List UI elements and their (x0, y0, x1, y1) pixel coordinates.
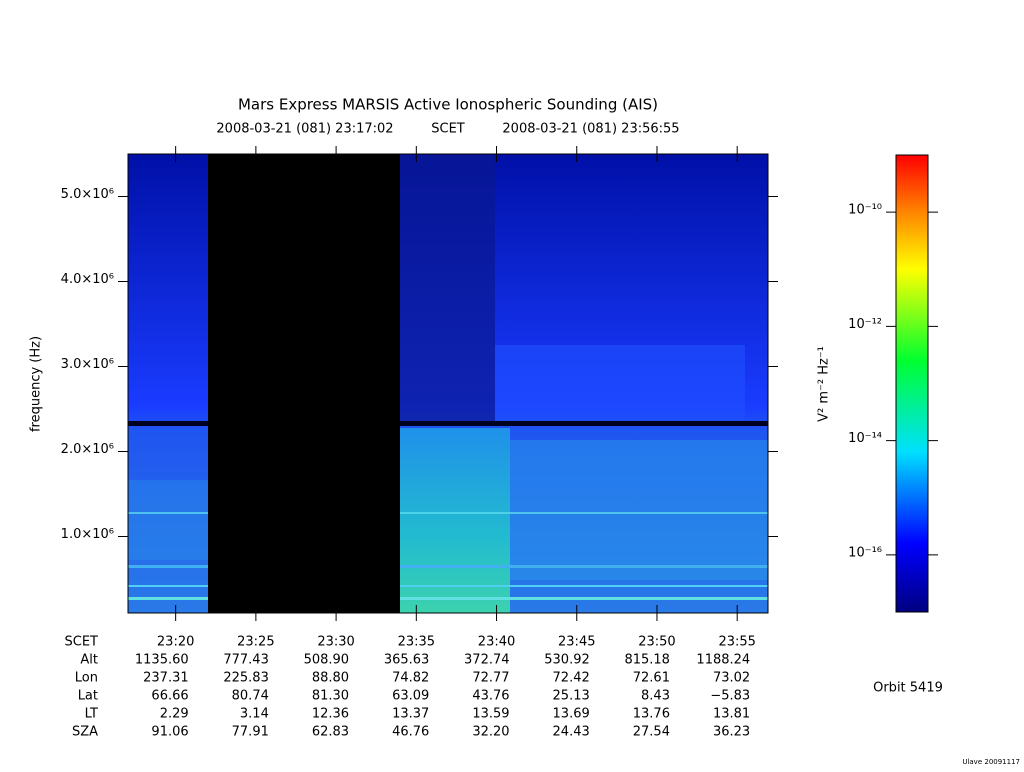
ephemeris-value: 27.54 (633, 725, 670, 740)
ephemeris-value: 24.43 (553, 725, 590, 740)
footer: Ulave 20091117 (962, 758, 1020, 766)
x-tick-label: 23:55 (718, 635, 755, 650)
x-tick-label: 23:45 (558, 635, 595, 650)
end-time: 2008-03-21 (081) 23:56:55 (502, 122, 679, 137)
ephemeris-value: 13.59 (472, 707, 509, 722)
ephemeris-value: 530.92 (544, 653, 590, 668)
row-label: LT (85, 707, 98, 722)
time-label: SCET (431, 122, 465, 137)
ephemeris-value: 36.23 (713, 725, 750, 740)
start-time: 2008-03-21 (081) 23:17:02 (216, 122, 393, 137)
spectrogram-band (495, 345, 745, 420)
ephemeris-value: 91.06 (151, 725, 188, 740)
ephemeris-value: 815.18 (624, 653, 670, 668)
colorbar-tick-label: 10⁻¹⁶ (848, 545, 882, 560)
row-label: Lat (78, 689, 98, 704)
x-tick-label: 23:25 (237, 635, 274, 650)
ephemeris-value: 777.43 (223, 653, 269, 668)
ephemeris-value: 62.83 (312, 725, 349, 740)
ephemeris-value: 72.77 (472, 671, 509, 686)
spectrogram-line (128, 565, 768, 568)
orbit-label: Orbit 5419 (873, 681, 943, 696)
x-tick-label: 23:20 (157, 635, 194, 650)
y-tick-label: 1.0×10⁶ (61, 527, 114, 542)
ephemeris-value: 25.13 (553, 689, 590, 704)
plot-frame (127, 153, 769, 614)
y-axis-label: frequency (Hz) (29, 336, 44, 432)
ephemeris-value: 72.61 (633, 671, 670, 686)
row-label: SZA (72, 725, 98, 740)
ephemeris-value: 2.29 (160, 707, 189, 722)
row-label: Alt (80, 653, 98, 668)
ephemeris-value: 225.83 (223, 671, 269, 686)
ephemeris-value: 508.90 (304, 653, 350, 668)
ephemeris-value: 1135.60 (135, 653, 189, 668)
y-tick-label: 5.0×10⁶ (61, 187, 114, 202)
ephemeris-value: 43.76 (472, 689, 509, 704)
y-tick-label: 3.0×10⁶ (61, 357, 114, 372)
y-tick-label: 4.0×10⁶ (61, 272, 114, 287)
ephemeris-value: 72.42 (553, 671, 590, 686)
x-tick-label: 23:50 (638, 635, 675, 650)
y-tick-label: 2.0×10⁶ (61, 442, 114, 457)
ephemeris-value: 88.80 (312, 671, 349, 686)
spectrogram-mid-region (510, 440, 768, 580)
ephemeris-value: 32.20 (472, 725, 509, 740)
ephemeris-value: 13.69 (553, 707, 590, 722)
ephemeris-value: 12.36 (312, 707, 349, 722)
ephemeris-value: 3.14 (240, 707, 269, 722)
ephemeris-value: 13.81 (713, 707, 750, 722)
x-tick-label: 23:40 (478, 635, 515, 650)
ephemeris-value: 13.76 (633, 707, 670, 722)
ephemeris-value: 13.37 (392, 707, 429, 722)
data-gap (208, 154, 400, 613)
ephemeris-value: 46.76 (392, 725, 429, 740)
ephemeris-value: 372.74 (464, 653, 510, 668)
ephemeris-value: 237.31 (143, 671, 189, 686)
colorbar-tick-label: 10⁻¹⁰ (848, 203, 882, 218)
ephemeris-value: 1188.24 (696, 653, 750, 668)
spectrogram-bright-region (400, 428, 510, 613)
ephemeris-value: 66.66 (151, 689, 188, 704)
ephemeris-value: 73.02 (713, 671, 750, 686)
row-label: Lon (75, 671, 98, 686)
ephemeris-value: 77.91 (232, 725, 269, 740)
spectrogram-line (128, 512, 768, 514)
ephemeris-value: 80.74 (232, 689, 269, 704)
x-tick-label: 23:30 (317, 635, 354, 650)
spectrogram-line (128, 597, 768, 600)
spectrogram-left-region (128, 480, 208, 560)
spectrogram-dark-line (128, 421, 768, 426)
row-label: SCET (65, 635, 99, 650)
spectrogram-image (128, 154, 768, 613)
colorbar (895, 154, 929, 613)
x-tick-label: 23:35 (398, 635, 435, 650)
ephemeris-value: 81.30 (312, 689, 349, 704)
ephemeris-value: 74.82 (392, 671, 429, 686)
ephemeris-value: 8.43 (641, 689, 670, 704)
ephemeris-value: 365.63 (384, 653, 430, 668)
spectrogram-dark-region (400, 154, 495, 422)
ephemeris-value: −5.83 (710, 689, 750, 704)
colorbar-label: V² m⁻² Hz⁻¹ (817, 346, 832, 422)
spectrogram-line (128, 585, 768, 587)
colorbar-tick-label: 10⁻¹² (848, 317, 882, 332)
colorbar-tick-label: 10⁻¹⁴ (848, 431, 882, 446)
ephemeris-value: 63.09 (392, 689, 429, 704)
chart-title: Mars Express MARSIS Active Ionospheric S… (238, 96, 658, 114)
